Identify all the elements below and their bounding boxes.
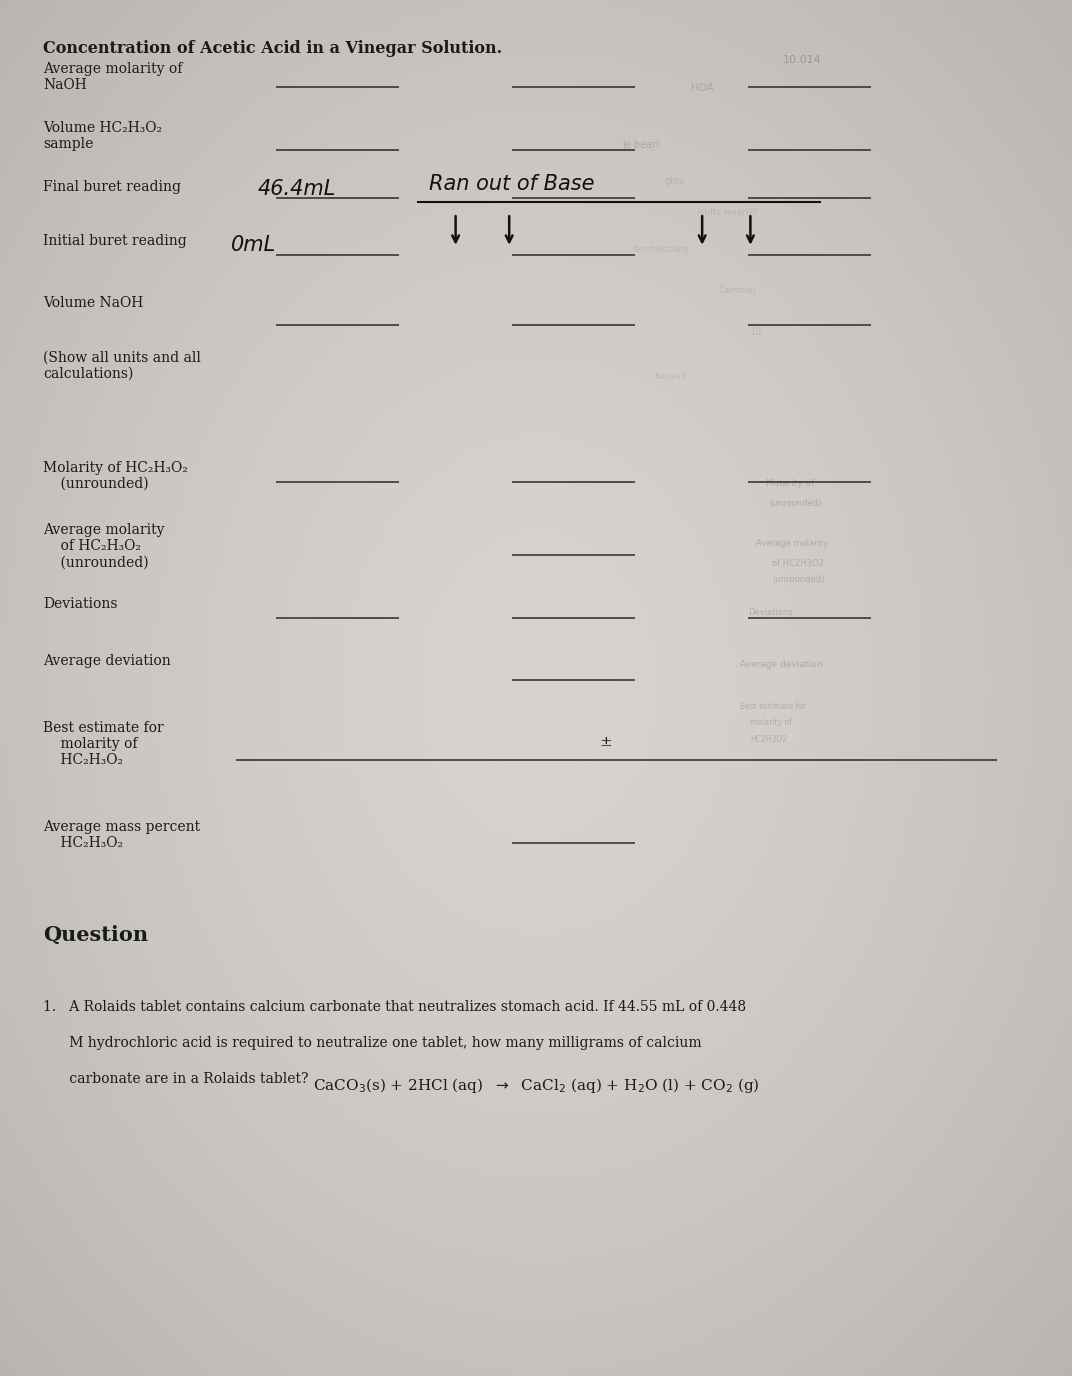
Text: Kousad: Kousad [654,372,686,381]
Text: Deviations: Deviations [748,608,793,618]
Text: 10: 10 [750,327,762,337]
Text: 10.014: 10.014 [783,55,821,65]
Text: molarity of: molarity of [750,718,792,728]
Text: 46.4mL: 46.4mL [257,179,336,198]
Text: Deviations: Deviations [43,597,117,611]
Text: 1.   A Rolaids tablet contains calcium carbonate that neutralizes stomach acid. : 1. A Rolaids tablet contains calcium car… [43,1000,746,1014]
Text: Best estimate for
    molarity of
    HC₂H₃O₂: Best estimate for molarity of HC₂H₃O₂ [43,721,164,768]
Text: ±: ± [599,735,612,749]
Text: Average molarity
    of HC₂H₃O₂
    (unrounded): Average molarity of HC₂H₃O₂ (unrounded) [43,523,164,570]
Text: Final buret reading: Final buret reading [43,180,181,194]
Text: Volume NaOH: Volume NaOH [43,296,144,310]
Text: ferottelucuny: ferottelucuny [632,245,689,255]
Text: Average molarity: Average molarity [756,539,828,549]
Text: Molarity of: Molarity of [766,479,815,488]
Text: je beart: je beart [622,140,659,150]
Text: 0mL: 0mL [230,235,276,255]
Text: Cambia): Cambia) [718,286,756,296]
Text: M hydrochloric acid is required to neutralize one tablet, how many milligrams of: M hydrochloric acid is required to neutr… [43,1036,701,1050]
Text: carbonate are in a Rolaids tablet?: carbonate are in a Rolaids tablet? [43,1072,309,1086]
Text: HOA: HOA [691,83,714,92]
Text: HC2H3O2: HC2H3O2 [750,735,788,744]
Text: Average molarity of
NaOH: Average molarity of NaOH [43,62,182,92]
Text: Best estimate for: Best estimate for [740,702,806,711]
Text: Ran out of Base: Ran out of Base [429,175,594,194]
Text: Average deviation: Average deviation [740,660,822,670]
Text: (Show all units and all
calculations): (Show all units and all calculations) [43,351,200,381]
Text: of HC2H3O2: of HC2H3O2 [772,559,823,568]
Text: (unrounded): (unrounded) [772,575,824,585]
Text: CaCO$_3$(s) + 2HCl (aq)  $\rightarrow$  CaCl$_2$ (aq) + H$_2$O (l) + CO$_2$ (g): CaCO$_3$(s) + 2HCl (aq) $\rightarrow$ Ca… [313,1076,759,1095]
Text: Average deviation: Average deviation [43,654,170,667]
Text: Question: Question [43,925,148,945]
Text: Initial buret reading: Initial buret reading [43,234,187,248]
Text: giov: giov [665,176,685,186]
Text: isults weari?!: isults weari?! [697,208,757,217]
Text: Concentration of Acetic Acid in a Vinegar Solution.: Concentration of Acetic Acid in a Vinega… [43,40,502,56]
Text: Average mass percent
    HC₂H₃O₂: Average mass percent HC₂H₃O₂ [43,820,200,850]
Text: Volume HC₂H₃O₂
sample: Volume HC₂H₃O₂ sample [43,121,162,151]
Text: (unrounded): (unrounded) [770,499,822,509]
Text: Molarity of HC₂H₃O₂
    (unrounded): Molarity of HC₂H₃O₂ (unrounded) [43,461,188,491]
